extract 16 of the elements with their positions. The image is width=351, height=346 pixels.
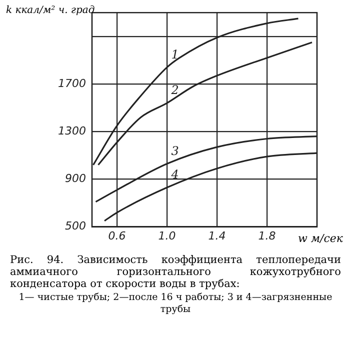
x-axis-title: w м/сек	[298, 232, 343, 245]
series-label: 4	[170, 168, 179, 182]
text: Рис. 94. Зависимость коэффициента теплопередачи аммиачного горизонтального кожухотрубного конденсатора от скорости воды в трубах:	[10, 254, 341, 290]
x-tick-label: 1.0	[158, 229, 176, 242]
y-axis-title: k ккал/м² ч. град	[6, 4, 95, 17]
text: 1— чистые трубы; 2—после 16 ч работы; 3 и 4—загрязненные трубы	[18, 292, 334, 316]
series-label: 2	[170, 83, 179, 98]
series-label: 1	[171, 47, 179, 62]
x-tick-label: 1.4	[208, 229, 226, 242]
y-tick-label: 500	[65, 220, 86, 233]
x-tick-label: 1.8	[258, 229, 276, 242]
y-tick-label: 1300	[58, 124, 86, 138]
x-tick-label: 0.6	[108, 229, 126, 242]
y-tick-label: 900	[65, 172, 86, 186]
series-label: 3	[171, 144, 180, 158]
y-tick-label: 1700	[58, 76, 86, 90]
